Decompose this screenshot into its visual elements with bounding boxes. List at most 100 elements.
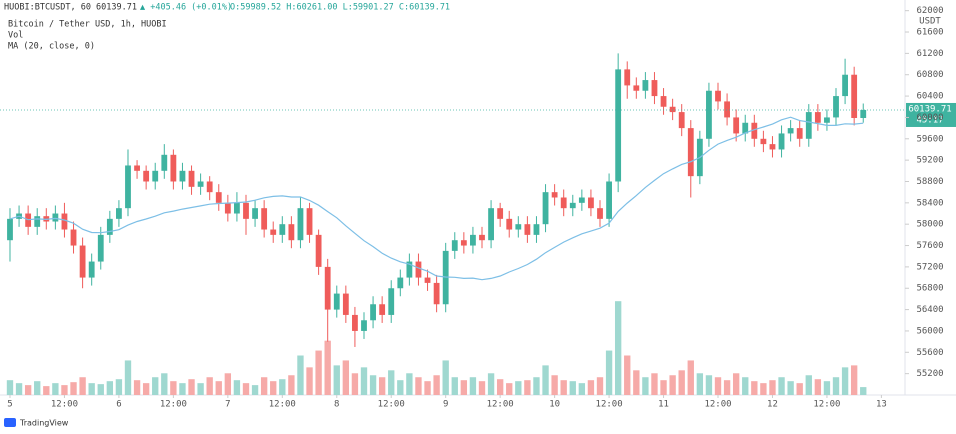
volume-bar	[860, 387, 867, 395]
candle-body	[833, 96, 839, 118]
x-tick-label: 5	[7, 400, 12, 410]
candle-body	[333, 293, 340, 310]
volume-bar	[351, 373, 359, 395]
volume-bar	[342, 360, 350, 395]
candle-body	[742, 122, 749, 134]
volume-bar	[732, 373, 740, 395]
volume-bar	[333, 365, 340, 395]
volume-bar	[578, 383, 586, 395]
volume-bar	[288, 375, 295, 395]
candle-body	[651, 80, 658, 97]
candle-body	[370, 304, 376, 321]
y-tick-label: 55200	[916, 369, 943, 379]
volume-bar	[496, 379, 504, 395]
symbol: HUOBI:BTCUSDT, 60	[4, 3, 91, 13]
volume-bar	[850, 365, 858, 395]
volume-bar	[542, 365, 549, 395]
candle-body	[415, 261, 422, 278]
x-tick-label: 10	[549, 400, 560, 410]
candle-body	[470, 234, 476, 246]
volume-bar	[179, 383, 186, 395]
y-tick-label: 58800	[916, 177, 943, 187]
candle-body	[606, 181, 612, 219]
volume-bar	[79, 377, 86, 395]
volume-bar	[442, 360, 449, 395]
candle-body	[515, 224, 522, 230]
candle-body	[179, 170, 186, 182]
volume-bar	[161, 373, 168, 395]
volume-bar	[633, 370, 640, 395]
candle-body	[624, 69, 631, 86]
candle-body	[578, 197, 585, 203]
candle-body	[733, 117, 740, 134]
volume-bar	[687, 360, 694, 395]
y-tick-label: 59600	[916, 134, 943, 144]
volume-bar	[52, 383, 59, 395]
candle-body	[279, 224, 286, 235]
candle-body	[352, 314, 358, 331]
volume-bar	[614, 301, 622, 395]
volume-bar	[596, 377, 604, 395]
volume-bar	[197, 383, 204, 395]
last-price-tag	[906, 102, 956, 127]
x-tick-label: 12:00	[704, 400, 731, 410]
x-tick-label: 6	[116, 400, 121, 410]
volume-bar	[696, 373, 704, 395]
x-tick-label: 12:00	[51, 400, 78, 410]
volume-bar	[560, 380, 567, 395]
candle-body	[224, 202, 231, 214]
volume-bar	[823, 381, 831, 395]
y-tick-label: 61200	[916, 49, 943, 59]
volume-bar	[24, 385, 32, 395]
volume-bar	[388, 370, 395, 395]
y-tick-label: 61600	[916, 28, 943, 38]
volume-bar	[678, 370, 685, 395]
candle-body	[424, 277, 431, 283]
volume-bar	[487, 373, 495, 395]
x-tick-label: 12	[767, 400, 778, 410]
volume-bar	[796, 383, 803, 395]
candle-body	[588, 197, 594, 209]
volume-bar	[669, 375, 676, 395]
candle-body	[152, 170, 159, 182]
candle-body	[451, 240, 458, 251]
candle-body	[406, 261, 413, 278]
candle-body	[842, 74, 848, 97]
x-tick-label: 12:00	[487, 400, 514, 410]
y-tick-label: 59200	[916, 156, 943, 166]
volume-bar	[242, 383, 250, 395]
candle-body	[660, 96, 667, 107]
logo-icon	[4, 418, 16, 427]
candle-body	[497, 208, 504, 219]
x-tick-label: 11	[658, 400, 669, 410]
volume-bar	[760, 383, 767, 395]
volume-bar	[142, 383, 150, 395]
x-tick-label: 12:00	[813, 400, 840, 410]
x-tick-label: 8	[334, 400, 339, 410]
volume-bar	[378, 377, 386, 395]
ma-line	[9, 116, 864, 281]
volume-bar	[360, 367, 368, 395]
volume-bar	[97, 384, 104, 395]
candle-body	[488, 208, 494, 241]
candle-body	[760, 138, 767, 145]
volume-bar	[460, 380, 468, 395]
volume-bar	[751, 381, 758, 395]
candle-body	[796, 128, 803, 139]
volume-bar	[406, 373, 413, 395]
candle-body	[206, 181, 213, 193]
candle-body	[787, 128, 794, 134]
candle-body	[805, 112, 812, 139]
y-tick-label: 60800	[916, 70, 943, 80]
volume-bar	[424, 381, 431, 395]
candle-body	[388, 288, 395, 315]
candle-body	[34, 216, 41, 227]
candle-body	[125, 165, 131, 209]
volume-bar	[188, 379, 195, 395]
last-price-label: 60139.71	[908, 104, 951, 114]
x-tick-label: 9	[443, 400, 448, 410]
candle-body	[70, 229, 77, 246]
y-tick-label: 55600	[916, 348, 943, 358]
y-tick-label: 56400	[916, 305, 943, 315]
